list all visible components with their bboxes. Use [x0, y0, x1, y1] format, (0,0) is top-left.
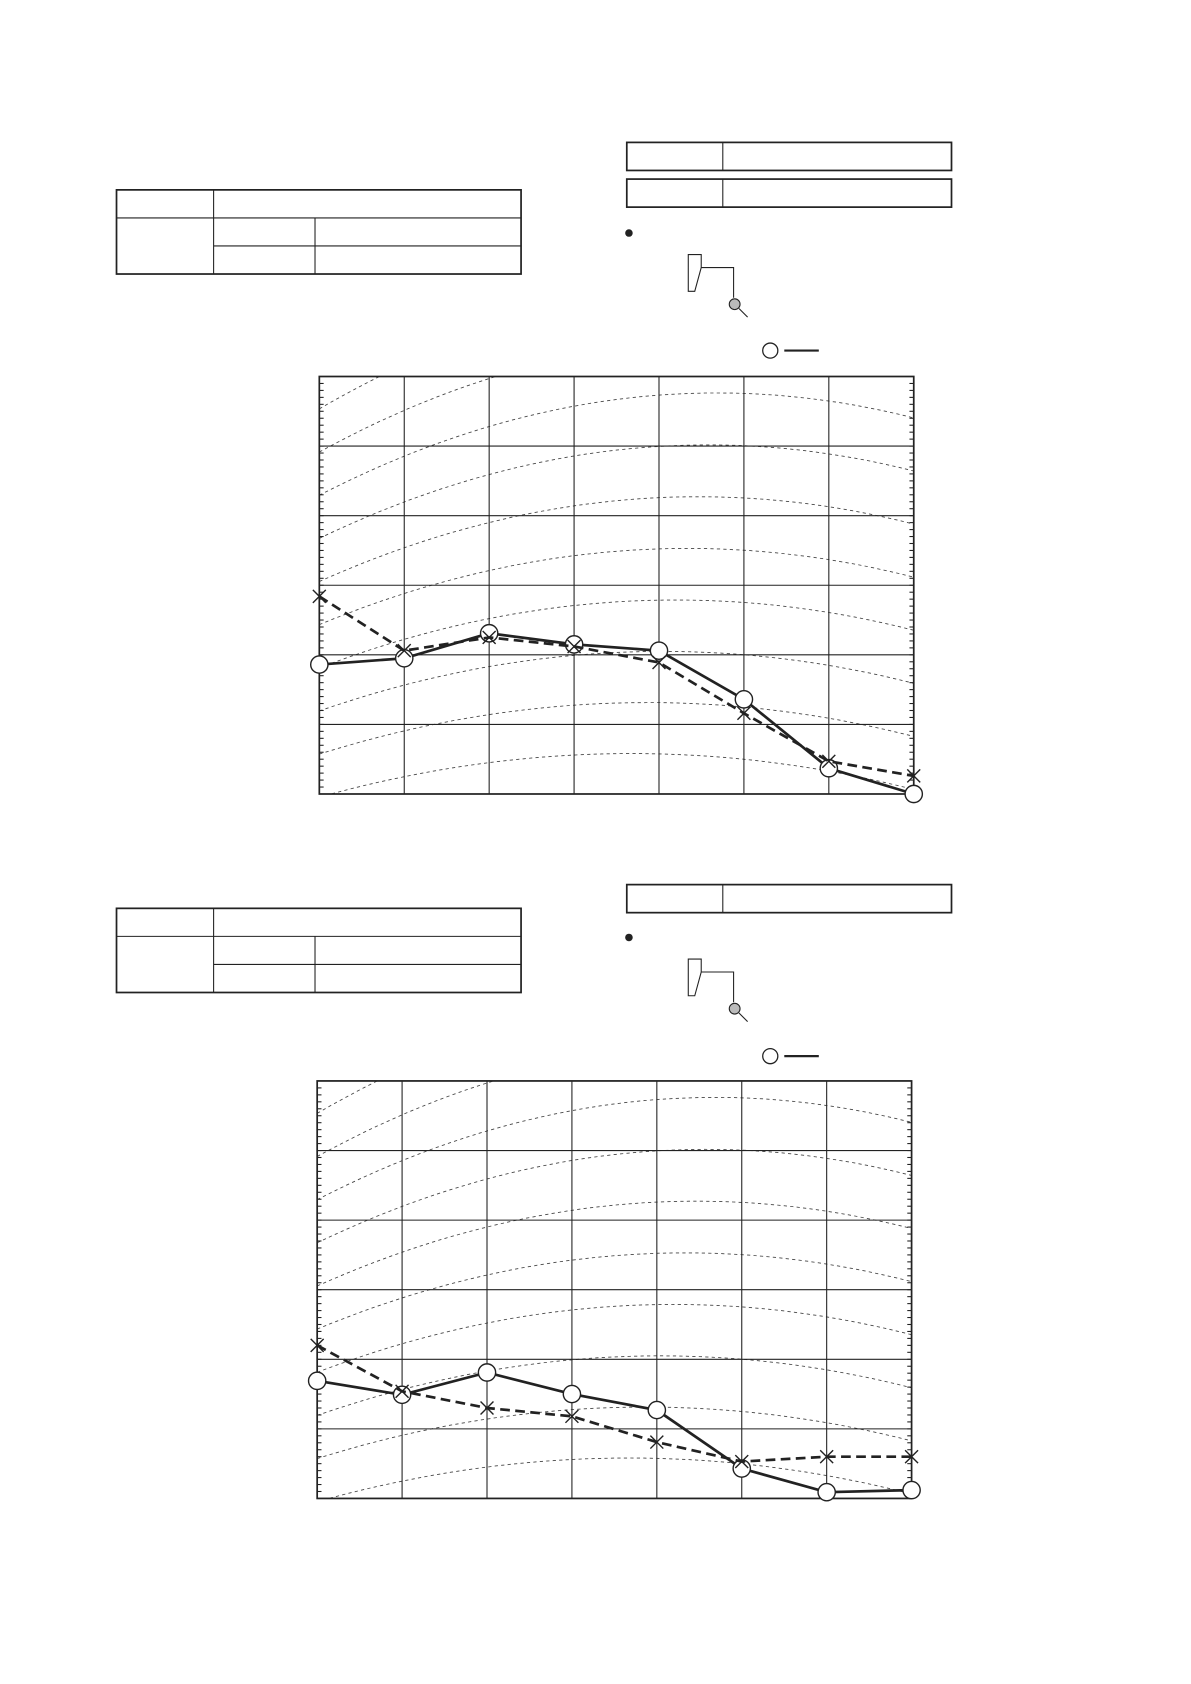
nc-curve — [317, 1200, 912, 1287]
data-point — [479, 623, 499, 643]
data-point — [821, 754, 836, 769]
nc-curve — [317, 1148, 912, 1244]
nc-curve — [317, 1609, 911, 1653]
nc-curve — [317, 1509, 911, 1547]
data-point — [312, 589, 327, 604]
data-point — [647, 1400, 667, 1420]
nc-curve — [319, 376, 381, 410]
data-point — [392, 1385, 412, 1405]
data-point — [734, 690, 754, 709]
nc-curve — [317, 1252, 912, 1330]
data-point — [397, 643, 412, 658]
spec-table — [115, 883, 953, 994]
nc-curve — [319, 804, 913, 842]
series-line — [319, 631, 915, 796]
microphone-icon — [687, 254, 748, 318]
nc-curve — [319, 599, 914, 669]
nc-curve — [317, 1304, 912, 1373]
data-point — [477, 1363, 497, 1382]
data-point — [394, 648, 414, 668]
data-point — [817, 1482, 837, 1502]
data-point — [736, 706, 751, 721]
nc-curve — [319, 904, 913, 948]
nc-curve — [317, 1097, 912, 1201]
data-point — [904, 1449, 919, 1464]
data-point — [819, 758, 839, 778]
series-line — [318, 595, 914, 778]
data-point — [480, 1401, 494, 1415]
series-line — [316, 1344, 912, 1463]
data-point — [819, 1449, 834, 1464]
nc-curve — [319, 548, 914, 626]
data-point — [649, 1435, 664, 1450]
data-point — [482, 630, 497, 645]
nc-curves — [319, 376, 914, 1002]
data-point — [732, 1459, 752, 1478]
nc-curve — [327, 1457, 912, 1499]
data-point — [734, 1454, 749, 1469]
data-point — [649, 641, 669, 660]
nc-curve — [319, 392, 914, 496]
nc-curve — [319, 376, 498, 453]
nc-curve — [319, 496, 914, 582]
nc-curve — [319, 702, 914, 755]
nc-curve — [319, 855, 913, 896]
data-point — [395, 1384, 410, 1399]
data-point — [309, 655, 329, 674]
data-point — [564, 1409, 579, 1424]
data-point — [564, 635, 584, 654]
data-point — [906, 768, 921, 783]
nc-curve — [319, 954, 913, 1002]
nc-curve — [319, 444, 914, 539]
nc-curve — [317, 1080, 379, 1114]
data-point — [902, 1480, 921, 1500]
nc-curve — [317, 1355, 912, 1416]
spec-table — [115, 141, 953, 275]
data-point — [904, 784, 924, 804]
data-point — [567, 639, 582, 654]
nc-curves — [317, 1080, 912, 1684]
series-line — [316, 1371, 912, 1494]
nc-curve — [317, 1559, 911, 1600]
microphone-icon — [687, 958, 748, 1023]
plot-frame — [318, 375, 915, 795]
legend-symbol — [762, 1047, 819, 1065]
plot-frame — [316, 1080, 913, 1500]
nc-curve — [317, 1080, 495, 1157]
data-point — [652, 655, 666, 670]
data-point — [562, 1384, 582, 1404]
nc-curve — [317, 1406, 912, 1459]
data-point — [307, 1371, 327, 1391]
nc-curve — [329, 753, 914, 794]
data-point — [310, 1338, 325, 1353]
legend-symbol — [762, 342, 819, 359]
nc-curve — [317, 1658, 911, 1684]
